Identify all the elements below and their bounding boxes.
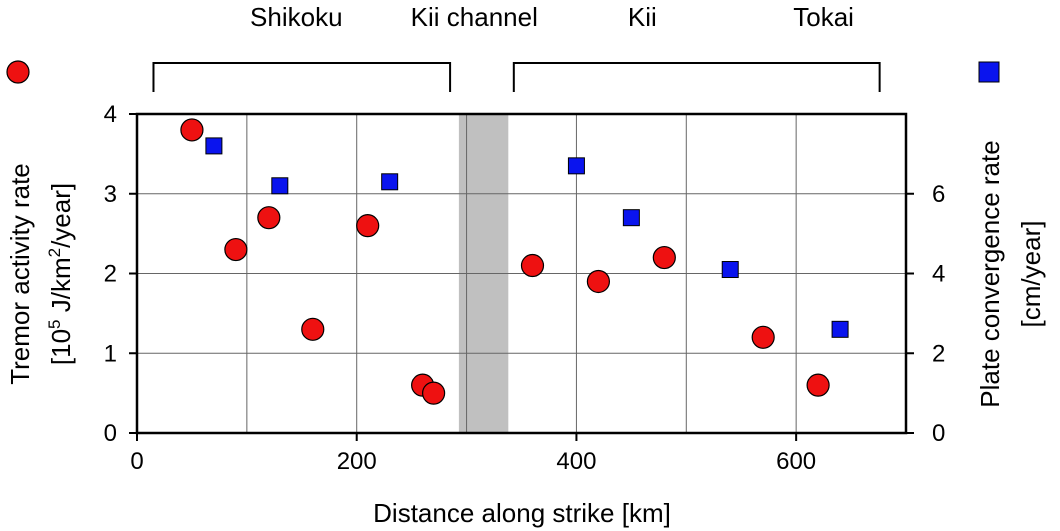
convergence-rate-point [381, 173, 399, 191]
axis-ticks: 0 200 400 600 0 1 2 3 4 0 2 4 6 [104, 101, 946, 475]
region-bracket [512, 62, 881, 92]
legend-square-marker [978, 61, 1000, 83]
y-right-tick-label: 6 [932, 181, 945, 208]
y-right-tick-label: 4 [932, 261, 945, 288]
tremor-rate-point [751, 325, 775, 349]
tremor-rate-point [224, 237, 248, 262]
right-axis-title-line2: [cm/year] [1016, 221, 1046, 328]
region-label-kii: Kii [628, 2, 657, 32]
data-series [180, 118, 849, 405]
y-right-tick-label: 2 [932, 340, 945, 367]
y-left-tick-label: 1 [104, 340, 117, 367]
region-label-tokai: Tokai [793, 2, 854, 32]
region-brackets [152, 62, 881, 92]
y-left-tick-label: 3 [104, 181, 117, 208]
tremor-rate-point [806, 373, 830, 397]
legend-circle-marker [6, 60, 30, 84]
y-left-tick-label: 2 [104, 261, 117, 288]
region-label-kii-channel: Kii channel [411, 2, 538, 32]
x-axis-title: Distance along strike [km] [373, 498, 671, 528]
y-left-tick-label: 4 [104, 101, 117, 128]
x-tick-label: 200 [337, 448, 377, 475]
tremor-rate-point [586, 269, 611, 294]
x-tick-label: 0 [130, 448, 143, 475]
convergence-rate-point [271, 177, 289, 195]
convergence-rate-point [721, 261, 739, 279]
tremor-rate-point [180, 118, 204, 142]
left-axis-title-line1: Tremor activity rate [5, 163, 35, 385]
convergence-rate-point [622, 209, 640, 227]
tremor-rate-point [301, 317, 325, 341]
tremor-rate-point [652, 245, 676, 270]
y-left-tick-label: 0 [104, 420, 117, 447]
region-bracket [152, 62, 452, 92]
tremor-rate-point [257, 206, 281, 230]
y-right-tick-label: 0 [932, 420, 945, 447]
convergence-rate-point [205, 137, 223, 155]
tremor-rate-point [422, 381, 446, 405]
convergence-rate-point [831, 320, 849, 338]
tremor-rate-point [356, 214, 380, 238]
x-tick-label: 400 [556, 448, 596, 475]
right-axis-title-line1: Plate convergence rate [975, 140, 1005, 407]
grid [137, 114, 906, 433]
convergence-rate-point [567, 157, 585, 175]
tremor-rate-point [520, 253, 545, 278]
left-axis-title-line2: [105 J/km2/year] [45, 183, 76, 365]
x-tick-label: 600 [776, 448, 816, 475]
region-label-shikoku: Shikoku [250, 2, 343, 32]
